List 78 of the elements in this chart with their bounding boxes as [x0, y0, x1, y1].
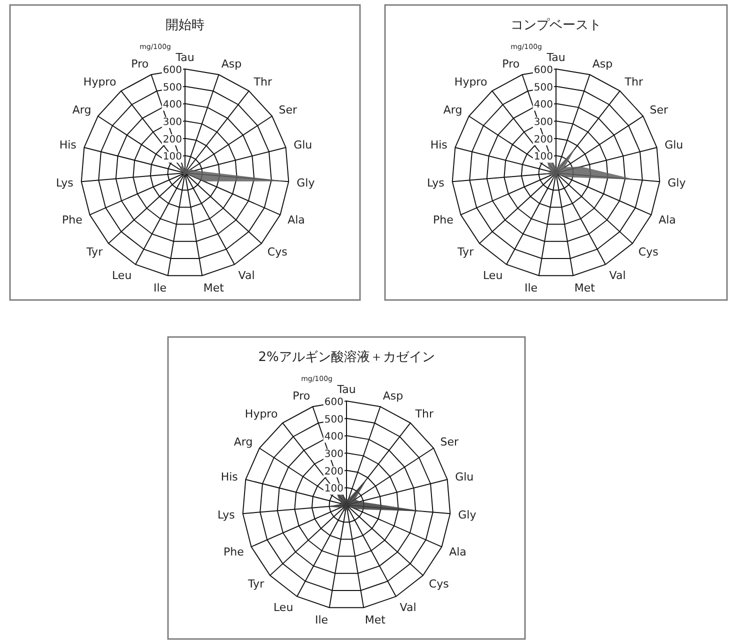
- y-tick-label: 100: [162, 152, 182, 163]
- spoke-label: Met: [364, 613, 386, 626]
- spoke-label: Cys: [428, 578, 450, 591]
- spoke-label: Tau: [174, 51, 194, 64]
- spoke-label: Cys: [267, 246, 288, 259]
- spoke-label: Ser: [278, 104, 298, 117]
- spoke-label: Glu: [664, 138, 684, 152]
- spoke-label: Val: [400, 601, 416, 614]
- spoke-label: Glu: [294, 138, 312, 152]
- spoke-label: Tyr: [456, 246, 474, 259]
- spoke-label: Pro: [502, 57, 520, 70]
- spoke-label: Phe: [62, 214, 83, 227]
- spoke-label: Tyr: [247, 578, 265, 591]
- spoke-label: Ala: [288, 214, 305, 227]
- spoke-label: Gly: [296, 176, 316, 190]
- spoke-label: Lys: [56, 176, 74, 190]
- y-tick-label: 200: [324, 466, 344, 478]
- spoke-label: Arg: [72, 104, 92, 117]
- spoke-label: Tau: [336, 383, 356, 396]
- spoke-label: Leu: [274, 601, 294, 614]
- y-tick-label: 400: [324, 432, 344, 443]
- spoke-label: Ile: [314, 613, 328, 626]
- spoke-label: Gly: [458, 508, 477, 522]
- spoke-label: Pro: [131, 57, 149, 70]
- spoke-label: His: [59, 138, 77, 152]
- y-tick-label: 300: [162, 117, 182, 128]
- spoke-label: Lys: [427, 176, 445, 190]
- spoke-label: Thr: [252, 75, 272, 88]
- spoke-label: Ser: [440, 436, 460, 449]
- spoke-label: Glu: [455, 470, 474, 484]
- chart-title: 開始時: [166, 18, 204, 33]
- y-tick-label: 500: [324, 414, 344, 426]
- spoke-label: Asp: [382, 389, 404, 402]
- spoke-label: Thr: [624, 75, 644, 88]
- y-tick-label: 500: [162, 82, 182, 94]
- y-tick-label: 200: [162, 134, 182, 146]
- spoke-label: Hypro: [83, 75, 116, 88]
- spoke-label: Arg: [234, 436, 253, 449]
- spoke-label: Val: [238, 269, 255, 282]
- spoke-label: Ala: [658, 214, 676, 227]
- spoke-label: Ser: [650, 104, 669, 117]
- spoke-label: His: [220, 470, 238, 484]
- spoke-label: Hypro: [244, 407, 278, 420]
- spoke-label: Tyr: [86, 246, 104, 259]
- spoke-label: Cys: [638, 246, 659, 259]
- y-tick-label: 600: [534, 65, 553, 76]
- spoke-label: Ala: [449, 546, 466, 559]
- chart-title: 2%アルギン酸溶液＋カゼイン: [258, 349, 435, 365]
- y-tick-label: 600: [162, 65, 182, 76]
- y-tick-label: 300: [324, 449, 344, 460]
- spoke-label: Pro: [292, 389, 310, 402]
- spoke-label: Asp: [592, 57, 613, 70]
- spoke-label: Hypro: [454, 75, 488, 88]
- y-tick-label: 400: [534, 100, 553, 111]
- spoke-label: Tau: [546, 51, 566, 64]
- spoke-label: Ile: [153, 281, 167, 294]
- spoke-label: Val: [609, 269, 626, 282]
- spoke-label: Phe: [224, 546, 244, 559]
- spoke-label: His: [430, 138, 448, 152]
- spoke-label: Met: [574, 281, 596, 294]
- spoke-label: Phe: [433, 214, 454, 227]
- spoke-label: Leu: [112, 269, 132, 282]
- y-tick-label: 500: [534, 82, 553, 94]
- y-tick-label: 300: [534, 117, 553, 128]
- y-tick-label: 100: [324, 484, 344, 495]
- spoke-label: Leu: [483, 269, 503, 282]
- chart-title: コンプベースト: [510, 18, 602, 33]
- spoke-label: Arg: [443, 104, 462, 117]
- y-tick-label: 200: [534, 134, 553, 146]
- spoke-label: Gly: [668, 176, 686, 190]
- y-tick-label: 400: [162, 100, 182, 111]
- spoke-label: Ile: [524, 281, 538, 294]
- spoke-label: Asp: [221, 57, 242, 70]
- spoke-label: Met: [203, 281, 225, 294]
- spoke-label: Thr: [414, 407, 434, 420]
- y-tick-label: 600: [324, 397, 344, 408]
- y-tick-label: 100: [534, 152, 553, 163]
- spoke-label: Lys: [218, 508, 236, 522]
